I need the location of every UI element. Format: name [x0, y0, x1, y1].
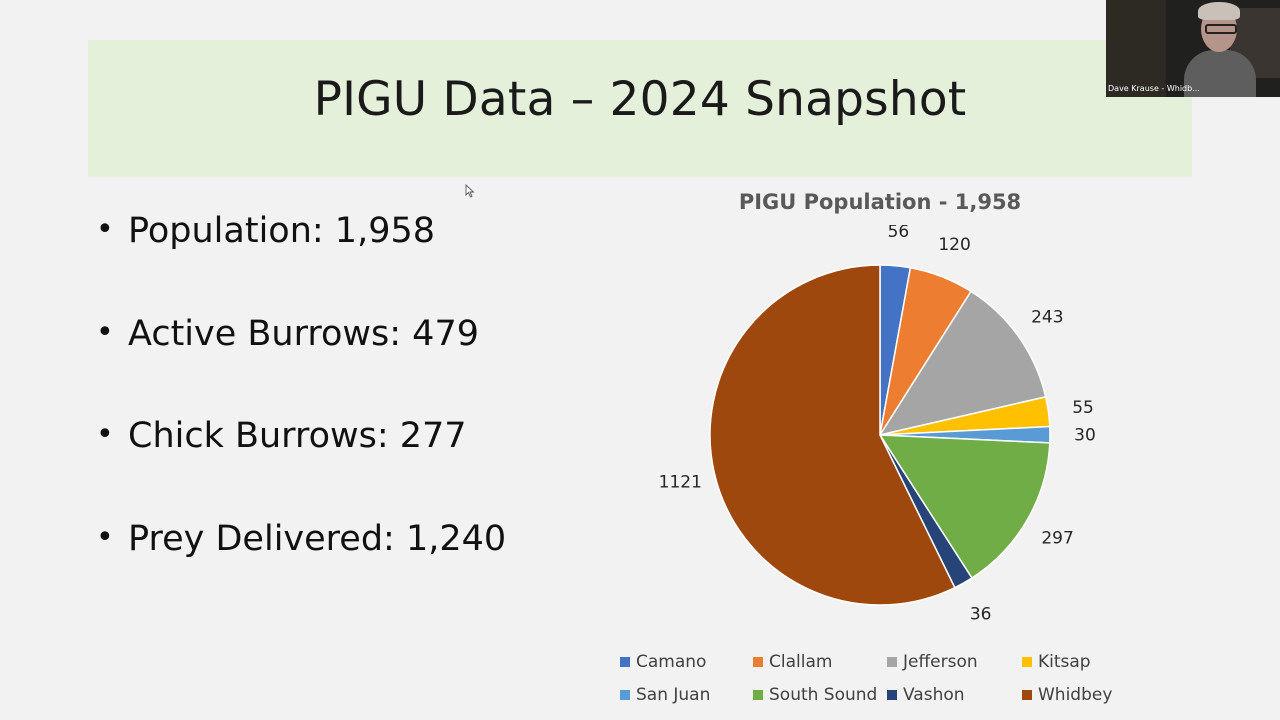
- bullet-chick-burrows: • Chick Burrows: 277: [96, 411, 506, 514]
- bullet-text: Active Burrows: 479: [128, 313, 479, 354]
- bullet-list: • Population: 1,958 • Active Burrows: 47…: [96, 206, 506, 616]
- pie-slice-south-sound: [878, 434, 1051, 580]
- legend-label: South Sound: [769, 685, 878, 705]
- legend-item-whidbey: Whidbey: [1022, 684, 1112, 706]
- data-label-whidbey: 1121: [659, 472, 702, 492]
- bullet-text: Population: 1,958: [128, 211, 436, 251]
- legend-item-jefferson: Jefferson: [887, 651, 978, 673]
- legend-label: Vashon: [903, 685, 965, 705]
- bullet-population: • Population: 1,958: [96, 206, 506, 309]
- pie-slice-jefferson: [878, 290, 1047, 437]
- legend-swatch: [753, 657, 763, 667]
- mouse-pointer-icon: [465, 184, 475, 198]
- legend-label: Clallam: [769, 652, 833, 672]
- legend-swatch: [1022, 657, 1032, 667]
- legend-item-south-sound: South Sound: [753, 684, 877, 706]
- bullet-marker: •: [96, 417, 114, 452]
- bullet-marker: •: [96, 519, 114, 555]
- legend-swatch: [620, 690, 630, 700]
- legend-label: Camano: [636, 652, 707, 672]
- legend-label: Whidbey: [1038, 685, 1113, 705]
- bullet-text: Chick Burrows: 277: [128, 416, 467, 456]
- legend-swatch: [753, 690, 763, 700]
- legend-swatch: [887, 690, 897, 700]
- data-label-camano: 56: [888, 225, 910, 242]
- pie-chart: 56 120 243 55 30 297 36 1121: [659, 225, 1096, 625]
- webcam-background: [1106, 0, 1166, 97]
- title-banner: [88, 40, 1192, 177]
- participant-name-label: Dave Krause - Whidb...: [1108, 84, 1200, 93]
- data-label-jefferson: 243: [1031, 308, 1063, 328]
- data-label-clallam: 120: [938, 235, 970, 255]
- slide-title: PIGU Data – 2024 Snapshot: [313, 72, 967, 127]
- legend-item-vashon: Vashon: [887, 684, 965, 706]
- legend-item-camano: Camano: [620, 651, 706, 673]
- participant-glasses: [1205, 24, 1237, 34]
- legend-item-san-juan: San Juan: [620, 684, 710, 706]
- data-label-south-sound: 297: [1041, 528, 1073, 548]
- data-label-san-juan: 30: [1074, 426, 1096, 446]
- legend-label: Kitsap: [1038, 652, 1091, 672]
- bullet-active-burrows: • Active Burrows: 479: [96, 309, 506, 412]
- legend-item-clallam: Clallam: [753, 651, 832, 673]
- participant-hair: [1198, 2, 1240, 20]
- legend-swatch: [620, 657, 630, 667]
- legend-label: Jefferson: [903, 652, 978, 672]
- legend-item-kitsap: Kitsap: [1022, 651, 1091, 673]
- bullet-prey-delivered: • Prey Delivered: 1,240: [96, 514, 506, 617]
- legend-swatch: [1022, 690, 1032, 700]
- bullet-marker: •: [96, 212, 114, 247]
- pie-slice-whidbey: [709, 264, 956, 606]
- data-label-vashon: 36: [970, 605, 992, 625]
- webcam-thumbnail[interactable]: Dave Krause - Whidb...: [1106, 0, 1280, 97]
- data-label-kitsap: 55: [1072, 398, 1094, 418]
- bullet-text: Prey Delivered: 1,240: [128, 518, 507, 559]
- bullet-marker: •: [96, 314, 114, 350]
- chart-title: PIGU Population - 1,958: [738, 190, 1022, 214]
- legend-swatch: [887, 657, 897, 667]
- legend-label: San Juan: [636, 685, 711, 705]
- participant-body: [1184, 50, 1256, 97]
